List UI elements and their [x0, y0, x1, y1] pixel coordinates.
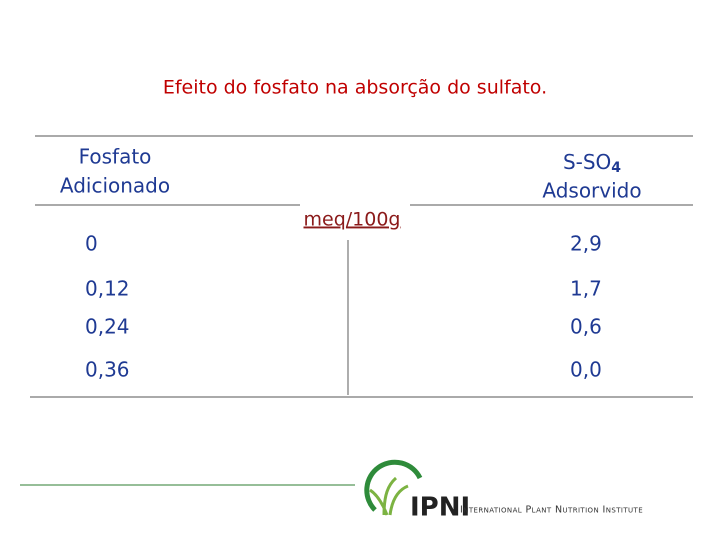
- sulfato-cell: 1,7: [570, 277, 602, 301]
- fosfato-cell: 0: [85, 232, 98, 256]
- logo-acronym: IPNI: [410, 493, 470, 523]
- table-body: 0 2,9 0,12 1,7 0,24 0,6 0,36 0,0: [85, 232, 602, 382]
- fosfato-cell: 0,24: [85, 315, 130, 339]
- header-right-line2: Adsorvido: [542, 179, 641, 203]
- fosfato-cell: 0,36: [85, 358, 130, 382]
- sulfato-cell: 0,6: [570, 315, 602, 339]
- logo-arc: [364, 459, 423, 512]
- logo: IPNI International Plant Nutrition Insti…: [364, 459, 643, 523]
- header-right: S-SO4: [563, 150, 621, 177]
- slide-title: Efeito do fosfato na absorção do sulfato…: [163, 77, 547, 99]
- sulfato-cell: 0,0: [570, 358, 602, 382]
- sulfato-cell: 2,9: [570, 232, 602, 256]
- header-right-sub: 4: [611, 160, 621, 176]
- header-left-line: Adicionado: [60, 174, 170, 198]
- logo-plant: [369, 476, 409, 516]
- unit-label: meq/100g: [304, 209, 401, 231]
- logo-name: International Plant Nutrition Institute: [460, 505, 643, 516]
- header-left-line: Fosfato: [79, 145, 152, 169]
- fosfato-cell: 0,12: [85, 277, 130, 301]
- header-right-main: S-SO: [563, 150, 611, 174]
